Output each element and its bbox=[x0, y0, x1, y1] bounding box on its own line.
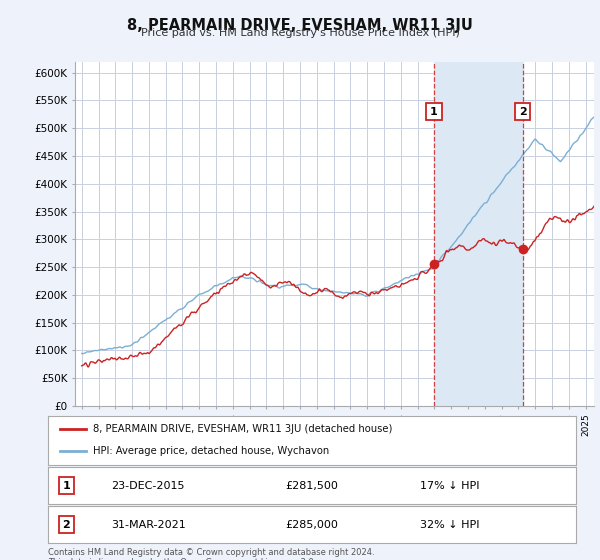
Bar bbox=[434, 62, 523, 406]
Text: 31-MAR-2021: 31-MAR-2021 bbox=[111, 520, 185, 530]
Text: £281,500: £281,500 bbox=[286, 480, 338, 491]
Text: 32% ↓ HPI: 32% ↓ HPI bbox=[419, 520, 479, 530]
Text: 2: 2 bbox=[519, 106, 526, 116]
Text: 23-DEC-2015: 23-DEC-2015 bbox=[112, 480, 185, 491]
Text: 17% ↓ HPI: 17% ↓ HPI bbox=[419, 480, 479, 491]
Text: £285,000: £285,000 bbox=[286, 520, 338, 530]
Text: Price paid vs. HM Land Registry's House Price Index (HPI): Price paid vs. HM Land Registry's House … bbox=[140, 28, 460, 38]
Text: 2: 2 bbox=[62, 520, 70, 530]
Text: Contains HM Land Registry data © Crown copyright and database right 2024.
This d: Contains HM Land Registry data © Crown c… bbox=[48, 548, 374, 560]
Text: 8, PEARMAIN DRIVE, EVESHAM, WR11 3JU (detached house): 8, PEARMAIN DRIVE, EVESHAM, WR11 3JU (de… bbox=[93, 424, 392, 434]
Text: 8, PEARMAIN DRIVE, EVESHAM, WR11 3JU: 8, PEARMAIN DRIVE, EVESHAM, WR11 3JU bbox=[127, 18, 473, 33]
Text: 1: 1 bbox=[62, 480, 70, 491]
Text: HPI: Average price, detached house, Wychavon: HPI: Average price, detached house, Wych… bbox=[93, 446, 329, 456]
Text: 1: 1 bbox=[430, 106, 438, 116]
